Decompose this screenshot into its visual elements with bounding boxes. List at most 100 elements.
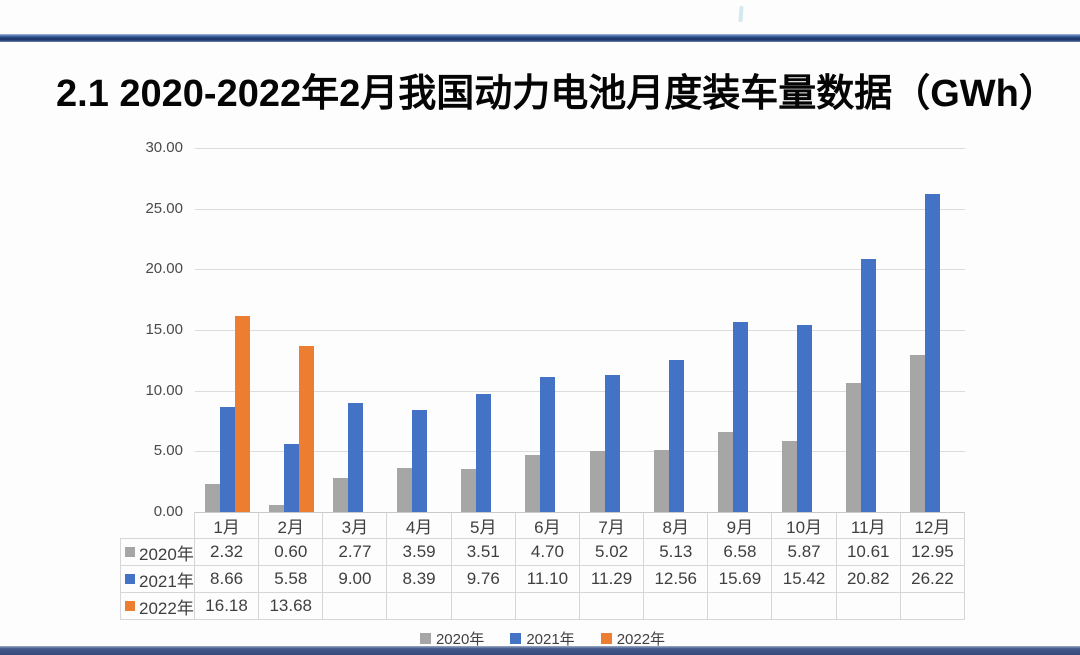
bar-series-1 (283, 444, 299, 512)
table-value-cell: 26.22 (900, 566, 965, 593)
table-value-cell: 9.00 (323, 566, 388, 593)
plot-area (195, 148, 965, 512)
series-swatch (125, 574, 135, 584)
bar-series-0 (846, 383, 862, 512)
bar-series-0 (268, 504, 284, 512)
bar-series-2 (298, 346, 314, 512)
table-value-cell: 8.66 (195, 566, 260, 593)
legend-item-2: 2022年 (600, 628, 666, 649)
legend-swatch (419, 632, 431, 644)
gridline (195, 390, 965, 392)
bar-series-1 (347, 402, 363, 512)
bar-series-1 (861, 259, 877, 512)
gridline (195, 451, 965, 453)
bar-series-0 (782, 440, 798, 512)
table-value-cell: 5.02 (579, 539, 645, 566)
table-month-header: 4月 (387, 512, 452, 539)
bar-series-0 (910, 354, 926, 512)
table-value-cell: 15.42 (772, 566, 837, 593)
table-value-cell: 3.59 (387, 539, 452, 566)
legend-swatch (600, 632, 612, 644)
cursor-mark (738, 5, 744, 23)
table-month-header: 5月 (451, 512, 516, 539)
legend-item-1: 2021年 (510, 628, 575, 649)
table-value-cell: 10.61 (836, 539, 901, 566)
table-value-cell: 12.56 (644, 566, 709, 593)
y-axis-tick-label: 10.00 (145, 381, 183, 399)
bar-series-1 (797, 324, 813, 512)
bar-series-0 (653, 449, 669, 512)
bar-series-0 (717, 432, 733, 512)
table-value-cell: 2.32 (195, 539, 260, 566)
table-month-header: 1月 (195, 512, 260, 539)
table-value-cell (900, 593, 965, 620)
table-value-cell: 20.82 (836, 566, 901, 593)
gridline (195, 269, 965, 271)
bar-series-1 (540, 377, 556, 512)
slide-title: 2.1 2020-2022年2月我国动力电池月度装车量数据（GWh） (56, 73, 1057, 115)
table-value-cell: 15.69 (708, 566, 773, 593)
table-value-cell: 4.70 (515, 539, 580, 566)
bar-series-1 (925, 193, 941, 512)
table-value-cell: 3.51 (451, 539, 516, 566)
series-name: 2021年 (139, 571, 194, 591)
table-value-cell (515, 593, 580, 620)
table-value-cell: 0.60 (259, 539, 324, 566)
legend-swatch (510, 632, 522, 644)
bar-series-1 (668, 359, 684, 512)
bar-series-1 (604, 375, 620, 512)
table-value-cell (579, 593, 645, 620)
bar-series-0 (204, 483, 220, 512)
bar-series-1 (476, 393, 492, 512)
gridline (195, 330, 965, 331)
chart-legend: 2020年 2021年 2022年 (120, 628, 965, 648)
bar-series-2 (234, 315, 250, 512)
table-value-cell: 5.58 (259, 566, 324, 593)
gridline (195, 148, 965, 149)
table-value-cell: 9.76 (451, 566, 516, 593)
table-series-label-1: 2021年 (120, 566, 195, 593)
table-corner-cell (120, 512, 195, 539)
y-axis-tick-label: 0.00 (153, 503, 183, 520)
table-month-header: 2月 (259, 512, 324, 539)
table-value-cell: 5.87 (772, 539, 837, 566)
bar-series-0 (461, 469, 477, 512)
table-value-cell (772, 593, 837, 620)
table-month-header: 3月 (323, 512, 388, 539)
table-month-header: 11月 (836, 512, 901, 539)
bar-series-0 (332, 478, 348, 512)
legend-label: 2020年 (435, 630, 485, 648)
legend-label: 2021年 (526, 630, 575, 648)
table-value-cell: 6.58 (708, 539, 773, 566)
y-axis-tick-label: 15.00 (145, 321, 183, 338)
table-value-cell: 5.13 (644, 539, 709, 566)
table-series-label-0: 2020年 (120, 539, 195, 566)
bottom-divider-bar (0, 646, 1080, 655)
table-month-header: 10月 (772, 512, 837, 539)
table-month-header: 8月 (644, 512, 709, 539)
table-value-cell (708, 593, 773, 620)
table-month-header: 7月 (579, 512, 645, 539)
series-swatch (125, 601, 135, 611)
y-axis-tick-label: 30.00 (145, 139, 183, 156)
table-value-cell: 13.68 (259, 593, 324, 620)
table-value-cell: 11.10 (515, 566, 580, 593)
table-month-header: 12月 (900, 512, 965, 539)
bar-series-0 (525, 454, 541, 512)
series-name: 2022年 (139, 598, 194, 618)
series-swatch (125, 547, 135, 557)
table-value-cell: 2.77 (323, 539, 388, 566)
table-month-header: 6月 (515, 512, 580, 539)
data-table: 1月 2月 3月 4月 5月 6月 7月 8月 9月 10月 11月 12月 2020年 2.32 0.60… (120, 512, 965, 620)
table-value-cell: 8.39 (387, 566, 452, 593)
table-month-header: 9月 (708, 512, 773, 539)
legend-item-0: 2020年 (419, 628, 485, 649)
bar-series-0 (397, 468, 413, 512)
bar-series-1 (412, 410, 428, 512)
table-value-cell (323, 593, 388, 620)
legend-label: 2022年 (616, 630, 666, 648)
table-value-cell: 11.29 (579, 566, 645, 593)
y-axis-tick-label: 25.00 (145, 199, 183, 217)
table-value-cell (387, 593, 452, 620)
